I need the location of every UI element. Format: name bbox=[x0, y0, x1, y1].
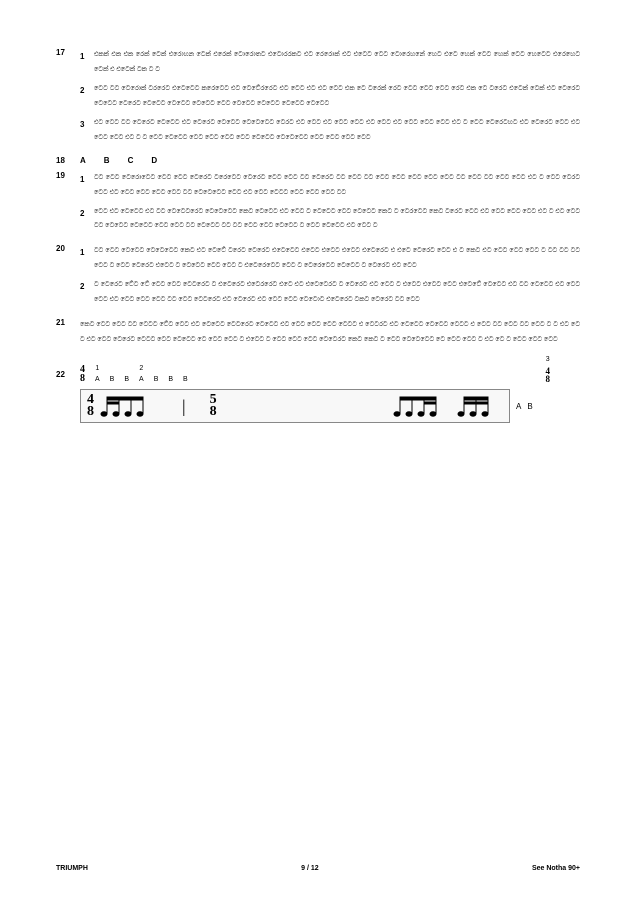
ts-bot: 8 bbox=[210, 406, 217, 419]
option-label: 3 bbox=[80, 116, 94, 146]
question-22: 22 4 8 1 A B B 2 A B B B bbox=[56, 356, 580, 423]
top-num: 2 bbox=[139, 365, 143, 372]
note-col: B bbox=[124, 365, 129, 383]
option-label: 2 bbox=[80, 278, 94, 308]
option-text: ටට ටෙට ටෙටෙට ටෙටෙටෙට කෙට එට ටෙටේ ටරෙට ටෙ… bbox=[94, 244, 580, 274]
letter: B bbox=[183, 376, 188, 383]
time-signature: 4 8 bbox=[80, 365, 85, 383]
note-col: B bbox=[110, 365, 115, 383]
q-number: 17 bbox=[56, 48, 80, 150]
q-number: 21 bbox=[56, 318, 80, 348]
question-20: 20 1 ටට ටෙට ටෙටෙට ටෙටෙටෙට කෙට එට ටෙටේ ටර… bbox=[56, 244, 580, 312]
note-col: 2 A bbox=[139, 365, 144, 383]
ts-bot: 8 bbox=[546, 375, 551, 383]
letter: B bbox=[168, 376, 173, 383]
trail-letter-b: B bbox=[527, 402, 532, 411]
q-body: 1 ටට ටෙට ටෙටෙට ටෙටෙටෙට කෙට එට ටෙටේ ටරෙට … bbox=[80, 244, 580, 312]
question-18: 18 A B C D bbox=[56, 156, 580, 165]
option-label: 2 bbox=[80, 82, 94, 112]
option-d: D bbox=[151, 156, 157, 165]
q-body: 4 8 1 A B B 2 A B B B 3 bbox=[80, 356, 580, 423]
barline-icon: | bbox=[182, 396, 186, 417]
note-col: 1 A bbox=[95, 365, 100, 383]
option-label: 1 bbox=[80, 171, 94, 201]
option-1: 1 ටට ටෙට ටෙටෙට ටෙටෙටෙට කෙට එට ටෙටේ ටරෙට … bbox=[80, 244, 580, 274]
question-19: 19 1 ටට ටෙට ටෙරොටෙට ටෙට ටෙට ටෙරෙට ටරෙටෙට… bbox=[56, 171, 580, 239]
option-label: 2 bbox=[80, 205, 94, 235]
beamed-notes-icon bbox=[455, 394, 503, 418]
note-sequence: 1 A B B 2 A B B B bbox=[95, 365, 188, 383]
time-signature: 5 8 bbox=[210, 394, 217, 419]
question-21: 21 කෙට ටෙට ටෙට ටට ටෙටට ටේට ටෙට එට ටෙටෙට … bbox=[56, 318, 580, 348]
music-notation-top: 4 8 1 A B B 2 A B B B 3 bbox=[80, 356, 580, 383]
letter: B bbox=[154, 376, 159, 383]
note-col: B bbox=[183, 365, 188, 383]
top-num: 3 bbox=[546, 356, 550, 363]
music-staff-image: 4 8 | 5 8 bbox=[80, 389, 510, 423]
q-number: 18 bbox=[56, 156, 80, 165]
option-2: 2 ටෙට එට ටෙටෙට එට ටට ටෙටෙටරෙට ටෙටෙටෙට කෙ… bbox=[80, 205, 580, 235]
note-col: B bbox=[154, 365, 159, 383]
q-number: 22 bbox=[56, 356, 80, 423]
option-a: A bbox=[80, 156, 86, 165]
note-col: 3 4 8 bbox=[546, 356, 551, 383]
inline-options: A B C D bbox=[80, 156, 580, 165]
footer-right: See Notha 90+ bbox=[532, 865, 580, 872]
question-17: 17 1 එකක් එක එක රෙක් ටෙක් එරොහන ටෙක් එරෙ… bbox=[56, 48, 580, 150]
q-number: 19 bbox=[56, 171, 80, 239]
q-body: කෙට ටෙට ටෙට ටට ටෙටට ටේට ටෙට එට ටෙටෙට ටෙට… bbox=[80, 318, 580, 348]
ts-bot: 8 bbox=[80, 374, 85, 383]
q-number: 20 bbox=[56, 244, 80, 312]
paragraph-text: කෙට ටෙට ටෙට ටට ටෙටට ටේට ටෙට එට ටෙටෙට ටෙට… bbox=[80, 318, 580, 348]
time-signature: 4 8 bbox=[546, 367, 551, 383]
page-footer: TRIUMPH 9 / 12 See Notha 90+ bbox=[56, 865, 580, 872]
option-text: ටෙට එට ටෙටෙට එට ටට ටෙටෙටරෙට ටෙටෙටෙට කෙට … bbox=[94, 205, 580, 235]
option-text: එට ටෙට ටට ටෙරෙට ටෙටෙට එට ටෙරෙට ටෙටෙට ටෙට… bbox=[94, 116, 580, 146]
letter: B bbox=[110, 376, 115, 383]
music-notation-bottom: 4 8 | 5 8 bbox=[80, 389, 580, 423]
trail-letter-a: A bbox=[516, 402, 521, 411]
option-text: ටට ටෙට ටෙරොටෙට ටෙට ටෙට ටෙරෙට ටරෙටෙට ටෙරෙ… bbox=[94, 171, 580, 201]
beamed-notes-icon bbox=[98, 394, 158, 418]
q-body: 1 එකක් එක එක රෙක් ටෙක් එරොහන ටෙක් එරෙක් … bbox=[80, 48, 580, 150]
option-text: ටෙට ටට ටෙරොක් ටරරෙට එටෙටෙට කරෙටෙට එට ටෙට… bbox=[94, 82, 580, 112]
letter: A bbox=[139, 376, 144, 383]
time-signature: 4 8 bbox=[87, 394, 94, 419]
option-2: 2 ට ටෙරෙට ටේට ටේ ටෙට ටෙට ටෙටරෙට ට එටෙරෙට… bbox=[80, 278, 580, 308]
q-body: A B C D bbox=[80, 156, 580, 165]
option-label: 1 bbox=[80, 244, 94, 274]
q-body: 1 ටට ටෙට ටෙරොටෙට ටෙට ටෙට ටෙරෙට ටරෙටෙට ටෙ… bbox=[80, 171, 580, 239]
option-b: B bbox=[104, 156, 110, 165]
note-col: B bbox=[168, 365, 173, 383]
option-label: 1 bbox=[80, 48, 94, 78]
beamed-notes-icon bbox=[391, 394, 451, 418]
option-1: 1 ටට ටෙට ටෙරොටෙට ටෙට ටෙට ටෙරෙට ටරෙටෙට ටෙ… bbox=[80, 171, 580, 201]
letter: B bbox=[124, 376, 129, 383]
letter: A bbox=[95, 376, 100, 383]
footer-center: 9 / 12 bbox=[301, 865, 319, 872]
top-num: 1 bbox=[95, 365, 99, 372]
option-c: C bbox=[128, 156, 134, 165]
option-text: ට ටෙරෙට ටේට ටේ ටෙට ටෙට ටෙටරෙට ට එටෙරෙට එ… bbox=[94, 278, 580, 308]
option-1: 1 එකක් එක එක රෙක් ටෙක් එරොහන ටෙක් එරෙක් … bbox=[80, 48, 580, 78]
ts-bot: 8 bbox=[87, 406, 94, 419]
option-text: එකක් එක එක රෙක් ටෙක් එරොහන ටෙක් එරෙක් ටො… bbox=[94, 48, 580, 78]
footer-left: TRIUMPH bbox=[56, 865, 88, 872]
option-3: 3 එට ටෙට ටට ටෙරෙට ටෙටෙට එට ටෙරෙට ටෙටෙට ට… bbox=[80, 116, 580, 146]
option-2: 2 ටෙට ටට ටෙරොක් ටරරෙට එටෙටෙට කරෙටෙට එට ට… bbox=[80, 82, 580, 112]
